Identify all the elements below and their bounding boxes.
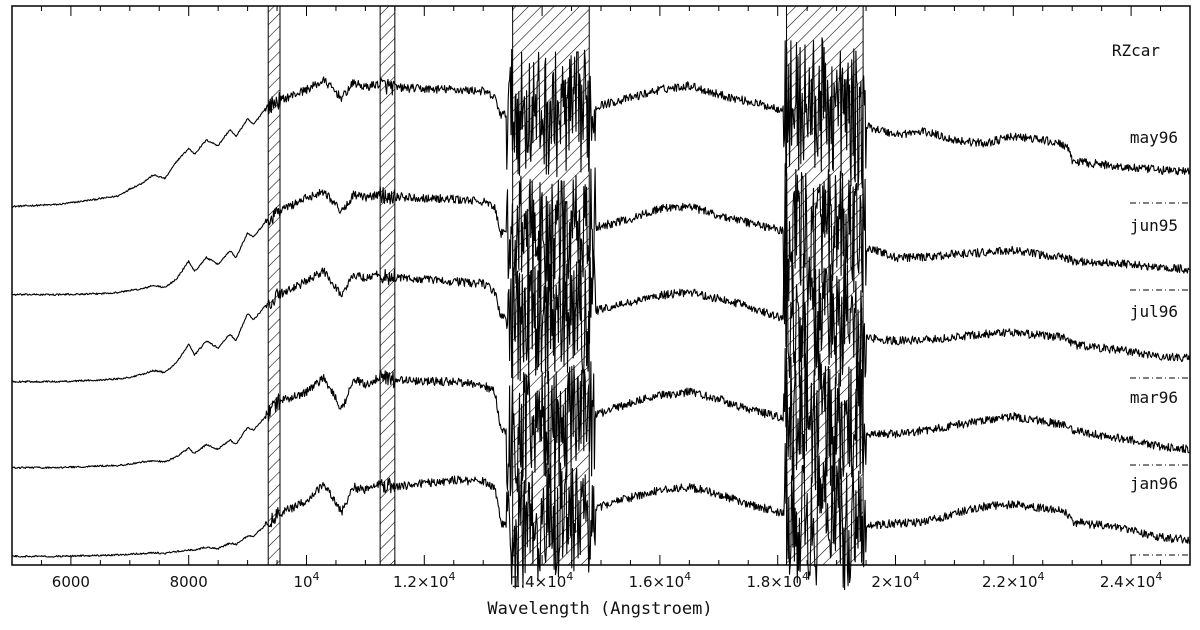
series-labels: may96 jun95 jul96 mar96 jan96 [1130,128,1190,556]
x-tick-label: 1.2×104 [393,570,456,591]
x-tick-label: 2×104 [871,570,919,591]
x-tick-label: 2.2×104 [982,570,1045,591]
series-label-jun95: jun95 [1130,216,1178,235]
series-label-may96: may96 [1130,128,1178,147]
x-tick-label: 1.8×104 [746,570,809,591]
chart-title: RZcar [1112,41,1161,60]
series-label-jan96: jan96 [1130,474,1178,493]
x-tick-label: 1.4×104 [511,570,574,591]
series-line-jul96 [11,248,1191,401]
x-tick-label: 1.6×104 [629,570,692,591]
spectra-series [11,37,1191,591]
x-axis-ticks: 6000 8000 104 1.2×104 1.4×104 1.6×104 1.8×104 2… [11,6,1191,591]
series-label-jul96: jul96 [1130,302,1178,321]
plot-frame [11,5,1191,566]
hatched-region-1 [267,5,281,566]
x-tick-label: 8000 [170,573,208,591]
series-line-jun95 [11,163,1190,308]
x-axis-title: Wavelength (Angstroem) [487,599,712,619]
series-line-may96 [12,37,1191,208]
x-tick-label: 6000 [52,573,90,591]
series-line-jan96 [11,442,1191,591]
x-tick-label: 2.4×104 [1100,570,1163,591]
x-tick-label: 104 [293,570,319,591]
series-label-mar96: mar96 [1130,388,1178,407]
series-line-mar96 [11,347,1190,497]
